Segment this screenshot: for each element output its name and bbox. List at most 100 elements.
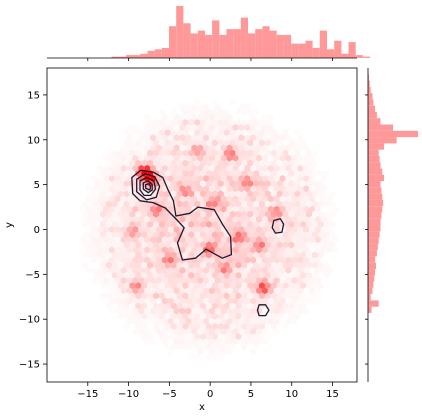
hexbin-cell [188, 139, 195, 147]
hexbin-cell [161, 195, 168, 203]
hexbin-cell [291, 297, 298, 305]
hexbin-cell [214, 205, 221, 213]
hexbin-cell [312, 261, 318, 269]
hexbin-cell [291, 215, 298, 223]
hexbin-cell [264, 200, 271, 208]
hexbin-cell [288, 302, 295, 310]
x-tick-label: −15 [77, 389, 98, 400]
hexbin-cell [117, 251, 124, 259]
hexbin-cell [179, 307, 186, 315]
x-marginal-bar [161, 47, 170, 58]
hexbin-cell [285, 256, 292, 264]
hexbin-cell [138, 297, 145, 305]
hexbin-cell [282, 221, 289, 228]
hexbin-cell [197, 287, 204, 295]
hexbin-cell [261, 215, 268, 223]
hexbin-cell [226, 195, 233, 203]
hexbin-cell [247, 251, 254, 259]
hexbin-cell [220, 246, 227, 254]
hexbin-cell [276, 241, 283, 249]
hexbin-cell [238, 144, 245, 152]
hexbin-cell [161, 256, 168, 264]
hexbin-cell [200, 119, 206, 126]
hexbin-cell [147, 159, 153, 167]
hexbin-cell [238, 277, 245, 284]
hexbin-cell [185, 266, 192, 274]
y-marginal-bar [368, 149, 379, 156]
hexbin-cell [194, 312, 201, 320]
hexbin-cell [150, 287, 156, 295]
x-marginal-bar [226, 29, 234, 58]
hexbin-cell [182, 272, 189, 279]
hexbin-cell [194, 272, 201, 279]
hexbin-cell [150, 205, 156, 213]
x-marginal-bar [140, 53, 148, 58]
hexbin-cell [129, 221, 136, 228]
hexbin-cell [244, 287, 251, 295]
hexbin-cell [314, 256, 321, 264]
hexbin-cell [276, 282, 283, 289]
hexbin-cell [244, 185, 251, 193]
hexbin-cell [279, 195, 286, 203]
hexbin-cell [132, 215, 139, 223]
hexbin-cell [244, 317, 251, 325]
hexbin-cell [253, 210, 259, 218]
hexbin-cell [176, 221, 183, 228]
hexbin-cell [194, 159, 201, 167]
hexbin-cell [203, 266, 209, 274]
hexbin-cell [100, 292, 106, 299]
hexbin-cell [232, 124, 239, 131]
hexbin-cell [264, 190, 271, 198]
y-tick-label: 15 [27, 90, 40, 101]
hexbin-cell [173, 154, 180, 162]
hexbin-cell [200, 200, 206, 208]
hexbin-cell [211, 282, 218, 289]
hexbin-cell [132, 236, 139, 244]
hexbin-cell [267, 256, 274, 264]
hexbin-cell [273, 246, 280, 254]
hexbin-cell [206, 231, 212, 238]
hexbin-cell [220, 277, 227, 284]
hexbin-cell [217, 302, 224, 310]
hexbin-cell [300, 170, 307, 177]
hexbin-cell [235, 251, 242, 259]
hexbin-cell [155, 277, 162, 284]
hexbin-cell [232, 144, 239, 152]
hexbin-cell [144, 256, 151, 264]
hexbin-cell [203, 317, 209, 325]
x-marginal-bar [283, 34, 292, 58]
hexbin-cell [185, 124, 192, 131]
hexbin-cell [203, 287, 209, 295]
y-marginal-bar [368, 206, 383, 213]
hexbin-cell [208, 236, 215, 244]
hexbin-cell [158, 302, 165, 310]
hexbin-cell [173, 307, 180, 315]
hexbin-cell [182, 170, 189, 177]
hexbin-cell [267, 287, 274, 295]
hexbin-cell [188, 323, 195, 330]
hexbin-cell [188, 119, 195, 126]
hexbin-cell [191, 144, 198, 152]
hexbin-cell [297, 277, 304, 284]
hexbin-cell [220, 124, 227, 131]
hexbin-cell [206, 139, 212, 147]
x-marginal-bar [327, 49, 335, 58]
hexbin-cell [197, 164, 204, 172]
hexbin-cell [126, 266, 133, 274]
hexbin-cell [223, 323, 230, 330]
hexbin-cell [158, 241, 165, 249]
hexbin-cell [182, 159, 189, 167]
hexbin-cell [297, 287, 304, 295]
hexbin-cell [232, 277, 239, 284]
hexbin-cell [229, 312, 236, 320]
hexbin-cell [220, 328, 227, 335]
hexbin-cell [230, 99, 236, 106]
hexbin-cell [191, 328, 198, 335]
hexbin-cell [170, 272, 177, 279]
hexbin-cell [194, 170, 201, 177]
hexbin-cell [185, 297, 192, 305]
hexbin-cell [108, 215, 115, 223]
hexbin-cell [261, 154, 268, 162]
hexbin-cell [203, 328, 209, 335]
hexbin-cell [197, 113, 204, 121]
